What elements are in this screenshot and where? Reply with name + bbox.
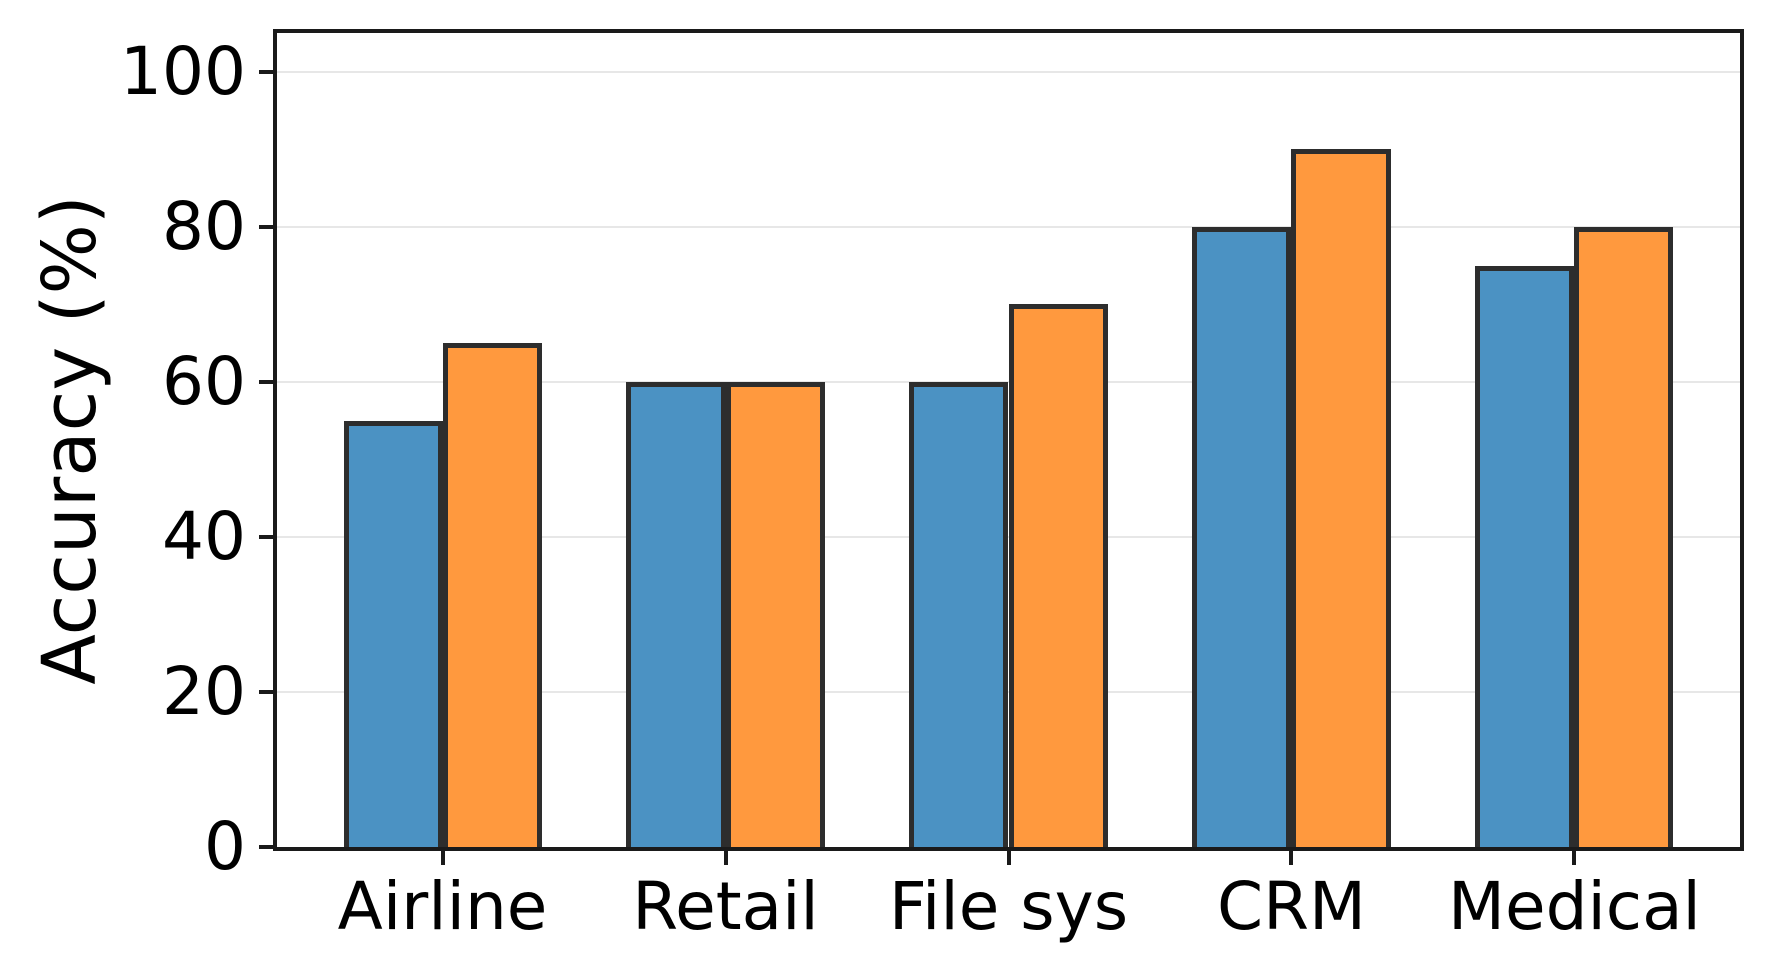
bar-medical-s0 [1475,265,1575,847]
gridline [277,70,1740,73]
x-tick-mark [1289,851,1294,865]
gridline [277,225,1740,228]
y-tick-label: 0 [204,808,246,885]
x-tick-mark [1006,851,1011,865]
y-tick-mark [259,69,273,74]
y-tick-label: 20 [162,652,246,730]
bar-crm-s0 [1192,226,1292,847]
bar-medical-s1 [1574,226,1674,847]
y-tick-mark [259,224,273,229]
bar-airline-s1 [442,343,542,847]
x-tick-label: Retail [632,868,819,945]
x-tick-label: CRM [1217,868,1366,945]
y-tick-label: 100 [120,32,246,110]
y-tick-label: 40 [162,497,246,575]
x-tick-mark [723,851,728,865]
y-tick-mark [259,845,273,849]
bar-retail-s0 [626,381,726,847]
x-tick-label: File sys [888,868,1129,945]
bar-file-sys-s0 [909,381,1009,847]
x-tick-mark [440,851,445,865]
y-tick-mark [259,689,273,694]
plot-area [273,29,1744,851]
y-tick-label: 60 [162,342,246,420]
bar-file-sys-s1 [1008,304,1108,847]
y-axis-label: Accuracy (%) [27,195,113,685]
bar-retail-s1 [725,381,825,847]
y-tick-mark [259,534,273,539]
x-tick-mark [1572,851,1577,865]
bar-crm-s1 [1291,149,1391,847]
y-tick-label: 80 [162,187,246,265]
bar-airline-s0 [343,420,443,847]
y-tick-mark [259,379,273,384]
x-tick-label: Medical [1448,868,1701,945]
x-tick-label: Airline [337,868,548,945]
